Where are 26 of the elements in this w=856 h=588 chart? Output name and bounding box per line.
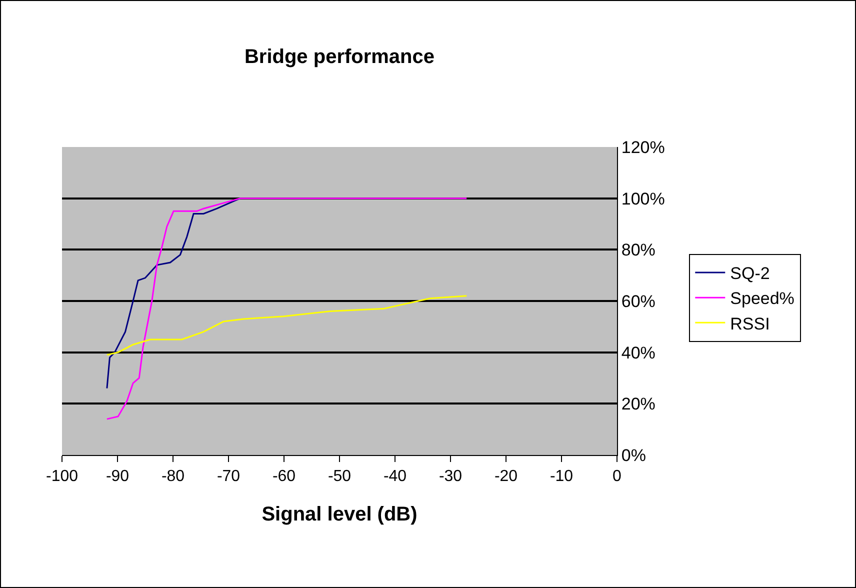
y-tick-label: 40% (621, 343, 656, 362)
y-tick-label: 0% (621, 446, 646, 465)
y-tick-label: 120% (621, 138, 665, 157)
x-tick-label: -50 (328, 468, 352, 486)
chart-title: Bridge performance (244, 46, 435, 68)
y-tick-label: 60% (621, 292, 656, 311)
x-axis-title: Signal level (dB) (262, 504, 418, 526)
x-tick-label: -90 (106, 468, 130, 486)
x-tick-label: -10 (550, 468, 574, 486)
y-tick-label: 20% (621, 394, 656, 414)
legend-label: Speed% (730, 289, 794, 308)
line-series (106, 295, 468, 356)
x-tick-label: -30 (438, 468, 462, 486)
line-series (106, 198, 241, 390)
legend-label: RSSI (730, 314, 770, 334)
x-tick-label: -60 (272, 468, 296, 486)
x-tick-label: 0 (612, 468, 622, 486)
legend-label: SQ-2 (730, 264, 770, 284)
x-tick-label: -70 (216, 468, 240, 486)
x-tick-label: -40 (383, 468, 407, 486)
x-tick-label: -80 (161, 468, 185, 486)
x-tick-label: -100 (46, 468, 78, 486)
line-series (106, 198, 468, 420)
y-tick-label: 80% (621, 240, 656, 260)
y-tick-label: 100% (621, 189, 665, 208)
x-tick-label: -20 (494, 468, 518, 486)
